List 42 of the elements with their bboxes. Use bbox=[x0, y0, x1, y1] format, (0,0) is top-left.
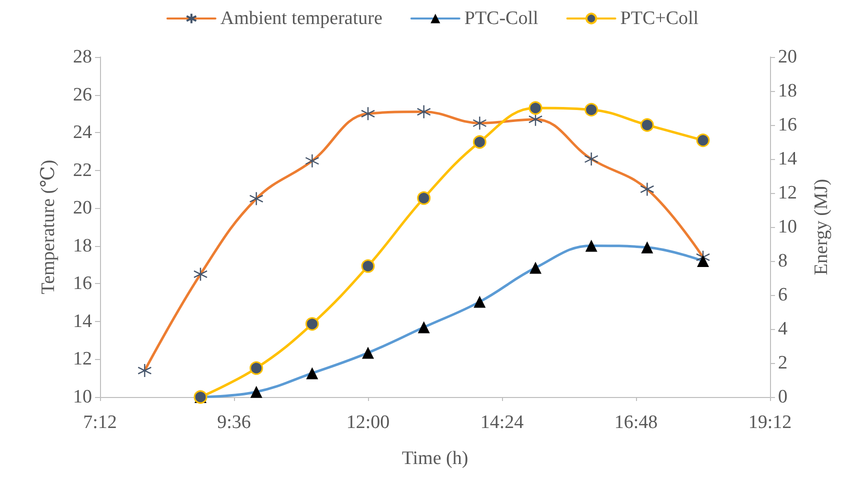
y2-tick-label: 14 bbox=[778, 148, 798, 170]
y-tick-label: 18 bbox=[73, 235, 92, 256]
y2-tick-label: 0 bbox=[778, 386, 788, 408]
x-tick-label: 16:48 bbox=[614, 412, 658, 433]
point bbox=[361, 259, 375, 273]
x-tick-label: 12:00 bbox=[346, 412, 390, 433]
y2-tick-label: 18 bbox=[778, 80, 797, 102]
x-tick-label: 14:24 bbox=[480, 412, 524, 433]
y-axis-title: Temperature (℃) bbox=[38, 160, 59, 294]
x-tick-label: 19:12 bbox=[748, 412, 792, 433]
point bbox=[417, 191, 431, 205]
y-tick-label: 14 bbox=[73, 310, 92, 332]
y2-tick-label: 6 bbox=[778, 284, 788, 306]
point bbox=[250, 361, 264, 375]
y-tick-label: 20 bbox=[73, 198, 92, 219]
y2-tick-label: 12 bbox=[778, 182, 797, 204]
y2-tick-label: 4 bbox=[778, 318, 788, 340]
legend-label: PTC-Coll bbox=[464, 8, 538, 29]
y2-tick-label: 20 bbox=[778, 46, 797, 68]
point bbox=[696, 134, 710, 148]
x-tick-label: 7:12 bbox=[83, 412, 117, 433]
y2-tick-label: 2 bbox=[778, 352, 788, 374]
y2-tick-label: 16 bbox=[778, 114, 797, 136]
point bbox=[640, 118, 654, 132]
x-axis-title: Time (h) bbox=[402, 448, 468, 469]
point bbox=[472, 135, 486, 149]
x-tick-label: 9:36 bbox=[217, 412, 251, 433]
y2-axis-title: Energy (MJ) bbox=[811, 178, 832, 276]
legend-label: PTC+Coll bbox=[620, 8, 699, 29]
y-tick-label: 24 bbox=[73, 122, 92, 144]
point bbox=[528, 101, 542, 115]
y-tick-label: 26 bbox=[73, 84, 92, 106]
y-tick-label: 16 bbox=[73, 273, 92, 294]
y-tick-label: 10 bbox=[73, 386, 92, 408]
y-tick-label: 12 bbox=[73, 348, 92, 370]
legend-label: Ambient temperature bbox=[220, 8, 382, 29]
y-tick-label: 28 bbox=[73, 46, 92, 68]
point bbox=[305, 317, 319, 331]
y2-tick-label: 10 bbox=[778, 216, 797, 238]
point bbox=[584, 102, 598, 116]
y2-tick-label: 8 bbox=[778, 250, 788, 272]
y-tick-label: 22 bbox=[73, 160, 92, 181]
